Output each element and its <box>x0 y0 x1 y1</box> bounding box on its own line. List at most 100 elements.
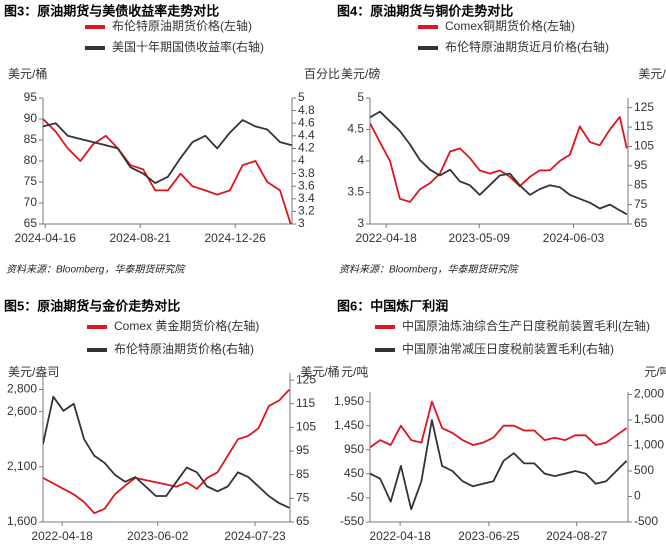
source-note: 资料来源：Bloomberg，华泰期货研究院 <box>339 264 519 276</box>
y-tick-label: 2,600 <box>7 404 37 418</box>
y-tick-label: 90 <box>24 111 38 125</box>
y2-tick-label: 3.2 <box>298 204 315 218</box>
x-tick-label: 2022-04-18 <box>31 529 93 543</box>
y2-tick-label: 125 <box>296 372 316 386</box>
legend-label: 中国原油常减压日度税前装置毛利(右轴) <box>402 341 614 356</box>
y2-tick-label: 95 <box>634 158 648 172</box>
y2-tick-label: 4.8 <box>298 103 315 117</box>
legend-label: 布伦特原油期货近月价格(右轴) <box>445 39 609 54</box>
x-tick-label: 2024-04-16 <box>15 231 77 245</box>
y-tick-label: 85 <box>24 132 38 146</box>
y2-tick-label: 4.6 <box>298 115 315 129</box>
x-tick-label: 2024-08-27 <box>546 529 608 543</box>
y2-tick-label: 65 <box>296 514 310 528</box>
source-note: 资料来源：Bloomberg，华泰期货研究院 <box>6 264 186 276</box>
y2-tick-label: 5 <box>298 90 305 104</box>
y2-tick-label: 1,000 <box>634 438 664 452</box>
y2-tick-label: 3.4 <box>298 191 315 205</box>
y2-axis-label: 元/吨 <box>644 365 666 379</box>
y2-tick-label: -500 <box>634 514 658 528</box>
y-tick-label: 450 <box>344 466 364 480</box>
y-tick-label: 3 <box>357 216 364 230</box>
y2-tick-label: 115 <box>296 396 315 410</box>
legend-label: 美国十年期国债收益率(右轴) <box>112 39 264 54</box>
y-tick-label: 1,600 <box>7 514 37 528</box>
y2-tick-label: 115 <box>634 119 653 133</box>
series-line <box>370 400 628 449</box>
y-tick-label: 2,100 <box>7 459 37 473</box>
y-axis-label: 元/吨 <box>341 365 368 379</box>
series-line <box>43 119 292 184</box>
x-tick-label: 2022-04-18 <box>355 231 417 245</box>
chart-title: 图3：原油期货与美债收益率走势对比 <box>4 3 219 18</box>
y2-tick-label: 75 <box>296 491 310 505</box>
chart-panel: 图5：原油期货与金价走势对比 Comex 黄金期货价格(左轴) 布伦特原油期货价格(… <box>4 298 340 543</box>
y2-tick-label: 1,500 <box>634 412 664 426</box>
y-axis-label: 美元/磅 <box>341 66 380 81</box>
legend-label: 布伦特原油期货价格(左轴) <box>112 18 252 33</box>
y2-axis-label: 美元/桶 <box>638 66 666 81</box>
chart-title: 图6：中国炼厂利润 <box>337 298 448 313</box>
y2-tick-label: 75 <box>634 197 648 211</box>
x-tick-label: 2024-08-21 <box>110 231 172 245</box>
x-tick-label: 2023-06-02 <box>127 529 189 543</box>
y-tick-label: 1,450 <box>334 418 364 432</box>
y2-tick-label: 4.4 <box>298 128 315 142</box>
y-tick-label: 80 <box>24 153 38 167</box>
series-line <box>43 118 292 224</box>
y2-tick-label: 105 <box>296 420 316 434</box>
y-tick-label: 4 <box>357 153 364 167</box>
y2-tick-label: 125 <box>634 100 654 114</box>
legend-label: 中国原油炼油综合生产日度税前装置毛利(左轴) <box>402 318 650 333</box>
y2-tick-label: 2,000 <box>634 387 664 401</box>
y-tick-label: 70 <box>24 195 38 209</box>
y-tick-label: 95 <box>24 90 38 104</box>
y2-tick-label: 95 <box>296 443 310 457</box>
y-tick-label: 3.5 <box>347 185 364 199</box>
y2-tick-label: 65 <box>634 216 648 230</box>
y-axis-label: 美元/桶 <box>8 66 47 81</box>
y-tick-label: -50 <box>347 490 365 504</box>
series-line <box>370 110 628 216</box>
legend-label: Comex铜期货价格(左轴) <box>445 18 575 33</box>
chart-title: 图5：原油期货与金价走势对比 <box>4 298 180 313</box>
y-tick-label: 5 <box>357 90 364 104</box>
x-tick-label: 2023-06-25 <box>458 529 520 543</box>
y-tick-label: 2,800 <box>7 382 37 396</box>
y2-tick-label: 500 <box>634 463 654 477</box>
legend-label: Comex 黄金期货价格(左轴) <box>114 318 259 333</box>
y2-axis-label: 百分比 <box>304 67 340 81</box>
y2-tick-label: 4 <box>298 153 305 167</box>
series-line <box>370 116 628 203</box>
series-line <box>43 395 290 509</box>
y-tick-label: 4.5 <box>347 122 364 136</box>
chart-title: 图4：原油期货与铜价走势对比 <box>337 3 513 18</box>
x-tick-label: 2022-04-18 <box>369 529 431 543</box>
y-tick-label: 65 <box>24 216 38 230</box>
x-tick-label: 2024-06-03 <box>543 231 605 245</box>
y2-tick-label: 0 <box>634 489 641 503</box>
y-tick-label: 1,950 <box>334 394 364 408</box>
x-tick-label: 2024-07-23 <box>224 529 286 543</box>
y-axis-label: 美元/盎司 <box>8 365 59 379</box>
y-tick-label: -550 <box>340 514 364 528</box>
y2-axis-label: 美元/桶 <box>300 364 339 379</box>
x-tick-label: 2024-12-26 <box>204 231 266 245</box>
y2-tick-label: 3.6 <box>298 178 315 192</box>
y2-tick-label: 3.8 <box>298 166 315 180</box>
y2-tick-label: 105 <box>634 139 654 153</box>
y2-tick-label: 3 <box>298 216 305 230</box>
series-line <box>43 388 290 515</box>
y2-tick-label: 85 <box>296 467 310 481</box>
series-line <box>370 419 628 511</box>
legend-label: 布伦特原油期货价格(右轴) <box>114 341 254 356</box>
y2-tick-label: 85 <box>634 177 648 191</box>
x-tick-label: 2023-05-09 <box>449 231 511 245</box>
y-tick-label: 950 <box>344 442 364 456</box>
y-tick-label: 75 <box>24 174 38 188</box>
y2-tick-label: 4.2 <box>298 141 315 155</box>
